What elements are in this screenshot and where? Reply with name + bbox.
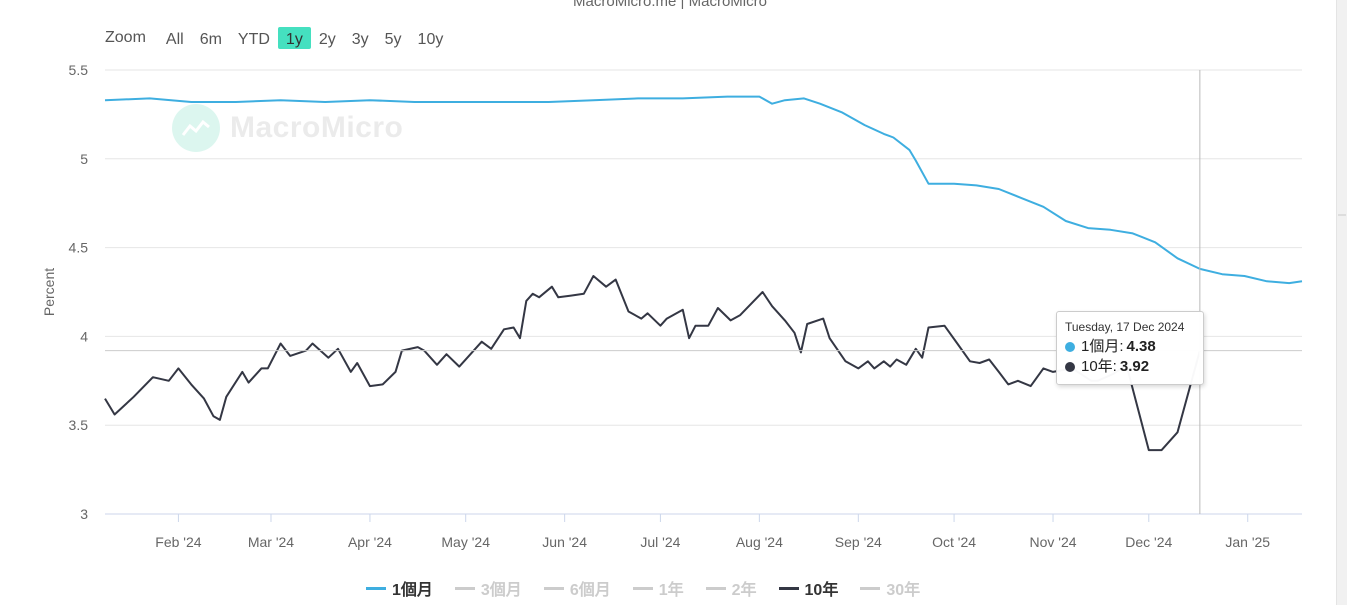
series-lines	[104, 95, 1303, 452]
page-scrollbar[interactable]	[1336, 0, 1347, 605]
x-axis: Feb '24 Mar '24 Apr '24 May '24 Jun '24 Jul '…	[105, 513, 1302, 550]
legend-label: 1個月	[392, 582, 433, 599]
legend-item[interactable]: 1個月	[366, 576, 433, 600]
y-axis-label: Percent	[41, 268, 57, 316]
y-tick-label: 4	[80, 328, 88, 344]
legend-item[interactable]: 6個月	[543, 576, 611, 600]
range-button-ytd[interactable]: YTD	[230, 27, 278, 49]
scrollbar-thumb[interactable]	[1338, 214, 1346, 216]
series-dot-icon	[1065, 362, 1075, 372]
x-tick-label: Jan '25	[1225, 534, 1270, 550]
legend-label: 2年	[731, 582, 757, 599]
legend-swatch-icon	[705, 586, 726, 590]
legend-item[interactable]: 30年	[860, 576, 920, 600]
x-tick-label: Jun '24	[542, 534, 587, 550]
x-tick-label: Aug '24	[736, 534, 783, 550]
legend-swatch-icon	[860, 586, 881, 590]
legend-item[interactable]: 2年	[705, 576, 757, 600]
tooltip-label: 1個月:	[1081, 338, 1124, 355]
legend-label: 30年	[886, 582, 921, 599]
x-tick-label: Jul '24	[640, 534, 680, 550]
y-tick-label: 3.5	[69, 417, 89, 433]
tooltip-value: 4.38	[1126, 338, 1156, 355]
tooltip-date: Tuesday, 17 Dec 2024	[1065, 320, 1185, 334]
series-dot-icon	[1065, 342, 1075, 352]
y-tick-label: 3	[80, 506, 88, 522]
x-tick-label: Apr '24	[348, 534, 392, 550]
range-button-2y[interactable]: 2y	[311, 27, 344, 49]
legend-item[interactable]: 1年	[632, 576, 684, 600]
x-tick-label: Feb '24	[155, 534, 201, 550]
y-tick-label: 5	[80, 151, 88, 167]
range-button-3y[interactable]: 3y	[344, 27, 377, 49]
x-tick-label: Dec '24	[1125, 534, 1172, 550]
range-button-all[interactable]: All	[158, 27, 192, 49]
x-tick-label: May '24	[441, 534, 490, 550]
legend-swatch-icon	[366, 586, 386, 590]
tooltip-row-10y: 10年: 3.92	[1065, 357, 1195, 377]
watermark-text: MacroMicro	[230, 111, 404, 144]
legend-swatch-icon	[778, 586, 799, 590]
chart-credit: MacroMicro.me | MacroMicro	[573, 0, 767, 10]
y-tick-label: 5.5	[69, 62, 89, 78]
x-tick-label: Oct '24	[932, 534, 976, 550]
x-tick-label: Sep '24	[835, 534, 882, 550]
range-button-6m[interactable]: 6m	[192, 27, 230, 49]
legend-item[interactable]: 10年	[778, 576, 839, 600]
tooltip-label: 10年:	[1081, 358, 1117, 375]
zoom-range-selector: Zoom All 6m YTD 1y 2y 3y 5y 10y	[100, 27, 451, 49]
tooltip-row-1m: 1個月: 4.38	[1065, 337, 1195, 357]
x-tick-label: Mar '24	[248, 534, 294, 550]
legend: 1個月 3個月 6個月 1年 2年 10年 30年	[366, 576, 920, 600]
legend-item[interactable]: 3個月	[454, 576, 522, 600]
legend-swatch-icon	[543, 586, 564, 590]
legend-label: 1年	[658, 582, 684, 599]
tooltip-value: 3.92	[1119, 358, 1150, 375]
grid	[105, 69, 1302, 515]
y-tick-label: 4.5	[69, 240, 89, 256]
macromicro-logo-icon	[172, 104, 220, 152]
zoom-label: Zoom	[105, 29, 146, 46]
range-button-1y[interactable]: 1y	[277, 27, 311, 49]
legend-swatch-icon	[632, 586, 653, 590]
tooltip: Tuesday, 17 Dec 2024 1個月: 4.38 10年: 3.92	[1056, 311, 1204, 385]
range-button-10y[interactable]: 10y	[410, 27, 452, 49]
legend-swatch-icon	[454, 586, 475, 590]
y-axis: 3 3.5 4 4.5 5 5.5	[69, 62, 89, 522]
legend-label: 3個月	[480, 582, 522, 599]
series-line-1m	[104, 95, 1303, 285]
legend-label: 10年	[804, 582, 839, 599]
series-line-10y	[104, 275, 1201, 452]
watermark: MacroMicro	[172, 104, 403, 152]
x-tick-label: Nov '24	[1030, 534, 1077, 550]
legend-label: 6個月	[569, 582, 611, 599]
range-button-5y[interactable]: 5y	[377, 27, 410, 49]
